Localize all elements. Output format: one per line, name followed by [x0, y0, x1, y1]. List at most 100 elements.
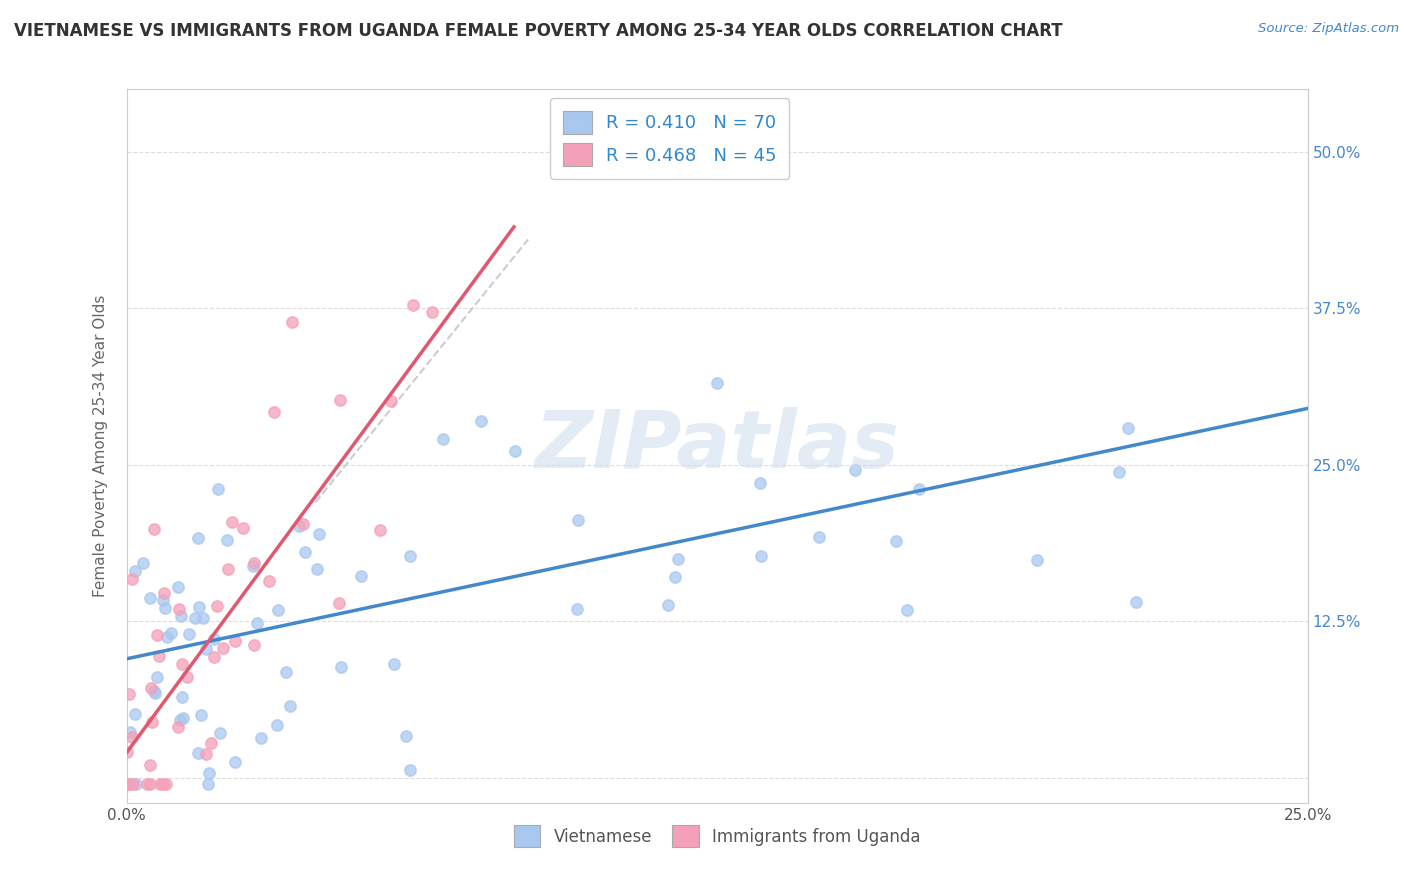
Point [288, 519, 311, 533]
Point [148, 648, 170, 663]
Point [243, 638, 266, 652]
Point [160, 626, 183, 640]
Point [212, 640, 235, 655]
Point [124, 564, 146, 578]
Point [328, 596, 350, 610]
Point [246, 616, 269, 631]
Point [195, 747, 218, 761]
Point [217, 562, 239, 576]
Point [200, 736, 222, 750]
Point [183, 611, 205, 625]
Point [197, 765, 219, 780]
Point [122, 777, 145, 791]
Point [118, 725, 141, 739]
Point [121, 730, 143, 744]
Point [170, 690, 193, 704]
Point [308, 526, 330, 541]
Point [1026, 552, 1049, 566]
Point [382, 657, 405, 672]
Point [281, 315, 304, 329]
Point [169, 713, 191, 727]
Point [152, 593, 174, 607]
Point [884, 533, 907, 548]
Point [266, 718, 288, 732]
Point [197, 777, 219, 791]
Point [224, 756, 246, 770]
Text: VIETNAMESE VS IMMIGRANTS FROM UGANDA FEMALE POVERTY AMONG 25-34 YEAR OLDS CORREL: VIETNAMESE VS IMMIGRANTS FROM UGANDA FEM… [14, 22, 1063, 40]
Point [176, 669, 198, 683]
Point [156, 630, 179, 644]
Point [505, 444, 527, 458]
Point [224, 634, 246, 648]
Legend: Vietnamese, Immigrants from Uganda: Vietnamese, Immigrants from Uganda [505, 817, 929, 855]
Point [190, 707, 212, 722]
Point [808, 530, 831, 544]
Point [207, 482, 229, 496]
Point [242, 558, 264, 573]
Point [143, 522, 166, 536]
Point [117, 745, 139, 759]
Point [330, 660, 353, 674]
Text: Source: ZipAtlas.com: Source: ZipAtlas.com [1258, 22, 1399, 36]
Point [395, 729, 418, 743]
Point [195, 641, 218, 656]
Point [170, 608, 193, 623]
Point [172, 657, 194, 671]
Point [145, 628, 167, 642]
Point [167, 720, 190, 734]
Point [329, 393, 352, 408]
Point [118, 777, 141, 791]
Point [305, 562, 328, 576]
Point [368, 523, 391, 537]
Point [117, 777, 139, 791]
Point [263, 405, 285, 419]
Point [139, 681, 162, 695]
Point [115, 777, 138, 791]
Point [136, 777, 159, 791]
Point [896, 603, 918, 617]
Point [1108, 466, 1130, 480]
Point [121, 572, 143, 586]
Point [751, 549, 773, 563]
Point [350, 569, 373, 583]
Point [291, 516, 314, 531]
Point [232, 521, 254, 535]
Point [380, 393, 402, 408]
Point [567, 513, 589, 527]
Point [280, 698, 302, 713]
Point [152, 777, 174, 791]
Point [844, 463, 866, 477]
Point [188, 600, 211, 615]
Point [470, 414, 492, 428]
Point [749, 475, 772, 490]
Point [1116, 421, 1139, 435]
Point [153, 601, 176, 615]
Point [666, 552, 689, 566]
Point [153, 586, 176, 600]
Point [132, 556, 155, 570]
Y-axis label: Female Poverty Among 25-34 Year Olds: Female Poverty Among 25-34 Year Olds [93, 295, 108, 597]
Point [221, 516, 243, 530]
Point [146, 670, 169, 684]
Point [155, 777, 177, 791]
Point [267, 603, 290, 617]
Point [402, 298, 425, 312]
Point [172, 711, 194, 725]
Point [907, 482, 929, 496]
Point [124, 706, 146, 721]
Point [398, 549, 420, 563]
Point [664, 570, 686, 584]
Point [142, 683, 165, 698]
Point [202, 632, 225, 646]
Point [167, 602, 190, 616]
Point [179, 627, 201, 641]
Point [276, 665, 298, 679]
Point [242, 556, 264, 570]
Point [138, 777, 160, 791]
Point [193, 611, 215, 625]
Point [202, 649, 225, 664]
Point [139, 758, 162, 772]
Point [215, 533, 238, 547]
Point [141, 715, 163, 730]
Point [143, 686, 166, 700]
